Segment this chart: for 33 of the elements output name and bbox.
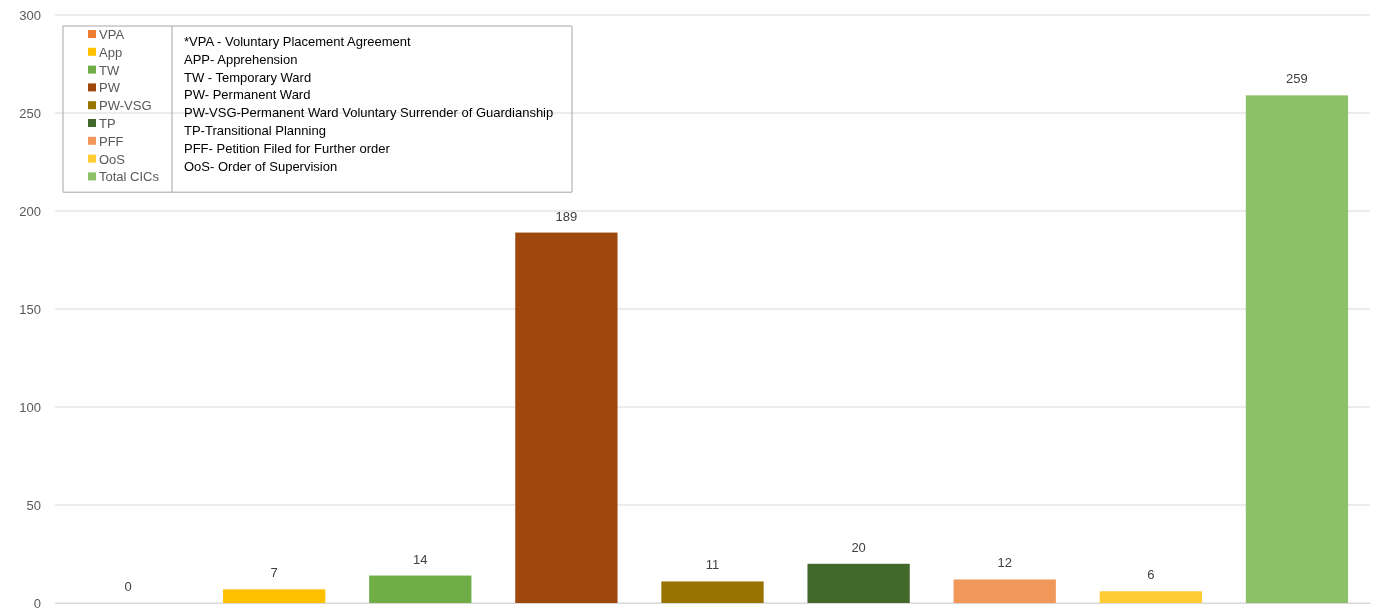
data-label: 0 — [124, 579, 132, 594]
data-label: 259 — [1286, 71, 1308, 87]
legend-label: App — [99, 44, 123, 60]
y-tick-label: 150 — [19, 301, 41, 317]
legend-label: PW-VSG — [99, 98, 152, 114]
data-label: 6 — [1147, 567, 1155, 583]
legend-label: Total CICs — [99, 169, 160, 185]
annotation: *VPA - Voluntary Placement Agreement — [184, 34, 412, 49]
annotation: TW - Temporary Ward — [184, 69, 312, 85]
y-tick-label: 300 — [19, 7, 41, 23]
annotation: OoS- Order of Supervision — [184, 158, 338, 174]
data-label: 11 — [705, 557, 720, 573]
y-tick-label: 200 — [19, 203, 41, 219]
data-label: 12 — [997, 555, 1012, 571]
legend-label: VPA — [99, 27, 125, 42]
annotation: PFF- Petition Filed for Further order — [184, 140, 391, 156]
y-tick-label: 50 — [26, 497, 41, 513]
annotation: PW-VSG-Permanent Ward Voluntary Surrender of Guardianship — [184, 105, 554, 121]
data-label: 7 — [270, 565, 278, 581]
legend-label: PW — [99, 80, 121, 96]
legend-label: TP — [99, 116, 116, 131]
annotation: PW- Permanent Ward — [184, 87, 311, 103]
y-tick-label: 100 — [19, 399, 41, 415]
legend-label: PFF — [99, 133, 124, 149]
annotation: APP- Apprehension — [184, 51, 298, 67]
legend-label: OoS — [99, 151, 126, 167]
legend-label: TW — [99, 62, 120, 78]
y-tick-label: 0 — [33, 595, 41, 609]
data-label: 189 — [555, 208, 578, 224]
y-tick-label: 250 — [19, 105, 41, 121]
data-label: 14 — [413, 551, 428, 567]
data-label: 20 — [851, 539, 866, 555]
annotation: TP-Transitional Planning — [184, 123, 326, 138]
